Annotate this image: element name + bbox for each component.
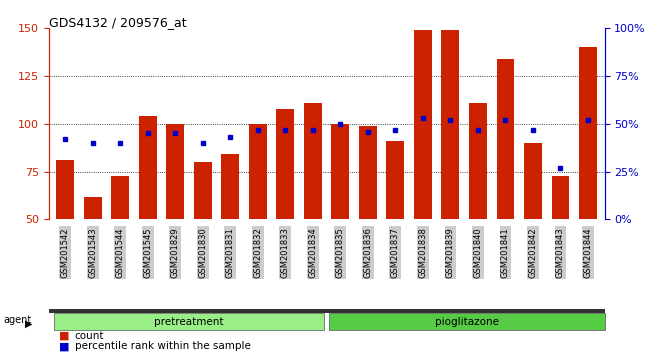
Bar — [441, 30, 460, 219]
Text: agent: agent — [3, 315, 31, 325]
Bar — [579, 47, 597, 219]
Text: ■: ■ — [58, 341, 69, 351]
Bar — [359, 126, 377, 219]
Bar — [304, 103, 322, 219]
Text: GDS4132 / 209576_at: GDS4132 / 209576_at — [49, 16, 187, 29]
Text: count: count — [75, 331, 104, 341]
Bar — [166, 124, 184, 219]
Bar — [552, 176, 569, 219]
Bar — [139, 116, 157, 219]
Text: pretreatment: pretreatment — [154, 316, 224, 327]
Bar — [111, 176, 129, 219]
Bar — [469, 103, 487, 219]
Bar — [414, 30, 432, 219]
Bar — [387, 141, 404, 219]
Bar — [249, 124, 266, 219]
Bar — [524, 143, 542, 219]
Bar — [57, 160, 74, 219]
Bar — [276, 109, 294, 219]
Text: ▶: ▶ — [25, 318, 32, 329]
Bar — [84, 196, 101, 219]
Bar — [497, 59, 514, 219]
Text: ■: ■ — [58, 331, 69, 341]
Text: pioglitazone: pioglitazone — [435, 316, 499, 327]
Text: percentile rank within the sample: percentile rank within the sample — [75, 341, 251, 351]
Bar — [332, 124, 349, 219]
Bar — [222, 154, 239, 219]
Bar — [194, 162, 212, 219]
